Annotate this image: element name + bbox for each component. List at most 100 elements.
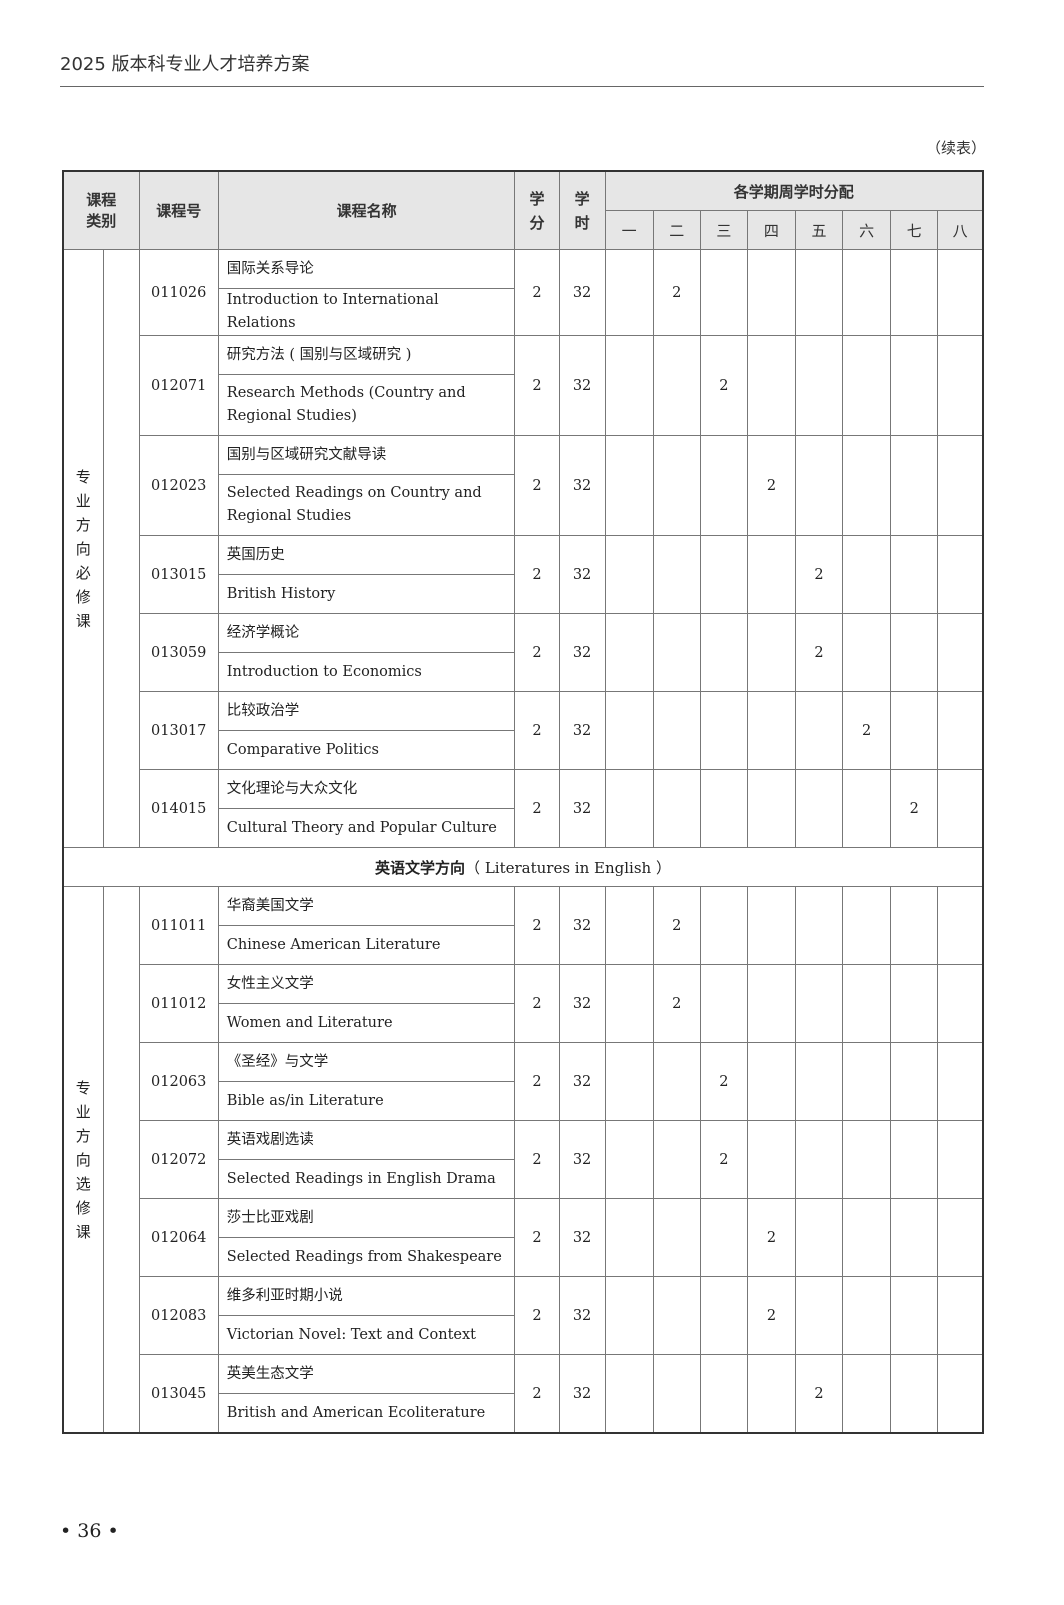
- semester-hours-6: [842, 964, 892, 1043]
- course-hours: 32: [558, 1120, 606, 1199]
- section-title-cn: 英语文学方向: [375, 858, 466, 877]
- course-hours: 32: [558, 335, 606, 436]
- semester-hours-6: [842, 535, 892, 614]
- course-code: 012023: [138, 435, 219, 536]
- semester-hours-4: [746, 886, 796, 965]
- semester-hours-1: [604, 335, 654, 436]
- semester-hours-3: 2: [699, 335, 748, 436]
- semester-hours-5: [794, 886, 844, 965]
- running-head: 2025 版本科专业人才培养方案: [60, 54, 310, 75]
- semester-hours-2: 2: [652, 249, 701, 336]
- semester-hours-8: [937, 1198, 984, 1277]
- course-name-en: British History: [217, 574, 516, 614]
- semester-hours-7: [890, 964, 939, 1043]
- semester-hours-5: [794, 335, 844, 436]
- semester-hours-8: [937, 249, 984, 336]
- course-hours: 32: [558, 964, 606, 1043]
- course-code: 012064: [138, 1198, 219, 1277]
- semester-hours-5: [794, 1042, 844, 1121]
- header-rule: [60, 86, 984, 87]
- semester-hours-7: [890, 535, 939, 614]
- semester-hours-6: [842, 435, 892, 536]
- semester-hours-4: [746, 964, 796, 1043]
- subcategory-cell: [102, 249, 140, 848]
- course-name-en: Comparative Politics: [217, 730, 516, 770]
- course-name-cn: 经济学概论: [217, 613, 516, 653]
- semester-hours-2: [652, 535, 701, 614]
- course-name-en: Introduction to Economics: [217, 652, 516, 692]
- semester-hours-7: [890, 1120, 939, 1199]
- semester-hours-2: 2: [652, 964, 701, 1043]
- semester-hours-5: 2: [794, 613, 844, 692]
- semester-hours-2: [652, 1120, 701, 1199]
- semester-hours-8: [937, 435, 984, 536]
- header-semester-4: 四: [746, 210, 796, 250]
- course-row: 012071 研究方法 ( 国别与区域研究 ) 2 32 2: [63, 335, 984, 436]
- semester-hours-1: [604, 964, 654, 1043]
- course-row: 012072 英语戏剧选读 2 32 2: [63, 1120, 984, 1199]
- semester-hours-4: [746, 1354, 796, 1434]
- course-row: 012023 国别与区域研究文献导读 2 32 2: [63, 435, 984, 536]
- semester-hours-4: 2: [746, 1198, 796, 1277]
- course-credits: 2: [514, 435, 560, 536]
- semester-hours-2: [652, 1354, 701, 1434]
- course-name-en: Cultural Theory and Popular Culture: [217, 808, 516, 848]
- semester-hours-1: [604, 691, 654, 770]
- course-row: 014015 文化理论与大众文化 2 32 2: [63, 769, 984, 848]
- header-name: 课程名称: [217, 170, 516, 250]
- semester-hours-4: [746, 769, 796, 848]
- course-code: 012083: [138, 1276, 219, 1355]
- semester-hours-5: [794, 769, 844, 848]
- semester-hours-3: [699, 435, 748, 536]
- header-credits: 学分: [514, 170, 560, 250]
- course-code: 012071: [138, 335, 219, 436]
- semester-hours-3: [699, 1198, 748, 1277]
- semester-hours-3: 2: [699, 1042, 748, 1121]
- course-row: 012083 维多利亚时期小说 2 32 2: [63, 1276, 984, 1355]
- semester-hours-2: 2: [652, 886, 701, 965]
- semester-hours-1: [604, 1042, 654, 1121]
- semester-hours-5: [794, 691, 844, 770]
- header-semester-1: 一: [604, 210, 654, 250]
- semester-hours-5: [794, 1276, 844, 1355]
- header-semester-6: 六: [842, 210, 892, 250]
- header-semester-group: 各学期周学时分配: [604, 170, 984, 211]
- semester-hours-8: [937, 1042, 984, 1121]
- course-row: 012063 《圣经》与文学 2 32 2: [63, 1042, 984, 1121]
- course-code: 014015: [138, 769, 219, 848]
- course-name-cn: 国别与区域研究文献导读: [217, 435, 516, 475]
- semester-hours-6: [842, 1276, 892, 1355]
- course-credits: 2: [514, 964, 560, 1043]
- semester-hours-5: [794, 1198, 844, 1277]
- header-hours: 学时: [558, 170, 606, 250]
- semester-hours-6: [842, 1198, 892, 1277]
- category-label: 专业方向选修课: [75, 1078, 91, 1241]
- semester-hours-8: [937, 335, 984, 436]
- course-name-cn: 《圣经》与文学: [217, 1042, 516, 1082]
- course-hours: 32: [558, 1042, 606, 1121]
- semester-hours-3: [699, 1354, 748, 1434]
- section-heading: 英语文学方向（ Literatures in English ）: [62, 847, 984, 887]
- semester-hours-5: [794, 249, 844, 336]
- semester-hours-6: [842, 613, 892, 692]
- course-credits: 2: [514, 1198, 560, 1277]
- course-name-cn: 英国历史: [217, 535, 516, 575]
- course-credits: 2: [514, 249, 560, 336]
- course-name-en: British and American Ecoliterature: [217, 1393, 516, 1434]
- semester-hours-4: [746, 249, 796, 336]
- course-row: 013045 英美生态文学 2 32 2: [63, 1354, 984, 1434]
- header-semester-3: 三: [699, 210, 748, 250]
- course-hours: 32: [558, 886, 606, 965]
- semester-hours-8: [937, 535, 984, 614]
- course-name-cn: 研究方法 ( 国别与区域研究 ): [217, 335, 516, 375]
- course-code: 013045: [138, 1354, 219, 1434]
- semester-hours-6: [842, 886, 892, 965]
- course-name-cn: 女性主义文学: [217, 964, 516, 1004]
- semester-hours-4: 2: [746, 435, 796, 536]
- semester-hours-8: [937, 1276, 984, 1355]
- course-row: 012064 莎士比亚戏剧 2 32 2: [63, 1198, 984, 1277]
- course-name-cn: 维多利亚时期小说: [217, 1276, 516, 1316]
- semester-hours-6: [842, 335, 892, 436]
- semester-hours-2: [652, 1198, 701, 1277]
- semester-hours-1: [604, 535, 654, 614]
